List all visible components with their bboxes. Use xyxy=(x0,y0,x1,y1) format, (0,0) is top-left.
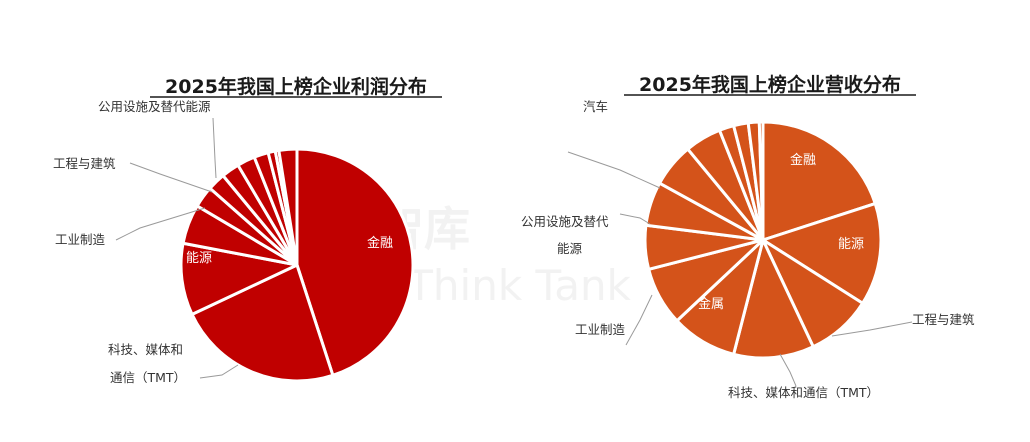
revenue-label-finance: 金融 xyxy=(790,152,816,168)
revenue-slice-13 xyxy=(757,120,765,242)
profit-pie-chart: 2025年我国上榜企业利润分布 金融 能源 科技、媒体和 通信（TMT） 工业制… xyxy=(53,75,442,385)
revenue-label-tmt: 科技、媒体和通信（TMT） xyxy=(728,385,879,400)
revenue-leader-lines xyxy=(567,151,913,387)
profit-leader-lines xyxy=(115,117,239,379)
profit-slice-0 xyxy=(295,147,415,377)
revenue-label-industrial: 工业制造 xyxy=(575,322,626,337)
revenue-label-utilities-line2: 能源 xyxy=(557,241,583,256)
profit-label-tmt-line1: 科技、媒体和 xyxy=(108,342,183,357)
profit-label-construction: 工程与建筑 xyxy=(53,156,116,171)
revenue-slice-3 xyxy=(732,238,815,360)
profit-slice-1 xyxy=(190,263,335,383)
profit-chart-title: 2025年我国上榜企业利润分布 xyxy=(165,75,427,98)
revenue-label-auto: 汽车 xyxy=(583,99,608,114)
profit-label-industrial: 工业制造 xyxy=(55,232,106,247)
revenue-label-metals: 金属 xyxy=(698,296,724,312)
profit-slice-11 xyxy=(277,147,299,267)
revenue-chart-title: 2025年我国上榜企业营收分布 xyxy=(639,73,901,96)
profit-label-finance: 金融 xyxy=(367,235,393,251)
revenue-slice-1 xyxy=(761,202,883,305)
profit-label-tmt-line2: 通信（TMT） xyxy=(110,370,186,385)
revenue-label-construction: 工程与建筑 xyxy=(912,312,975,327)
revenue-slice-0 xyxy=(761,120,877,242)
profit-label-utilities: 公用设施及替代能源 xyxy=(98,99,211,114)
revenue-label-energy: 能源 xyxy=(838,237,864,252)
revenue-label-utilities-line1: 公用设施及替代 xyxy=(521,214,609,229)
revenue-pie-chart: 2025年我国上榜企业营收分布 金融 能源 金属 工程与建筑 科技、媒体和通信（… xyxy=(521,73,975,400)
profit-label-energy: 能源 xyxy=(186,251,212,266)
